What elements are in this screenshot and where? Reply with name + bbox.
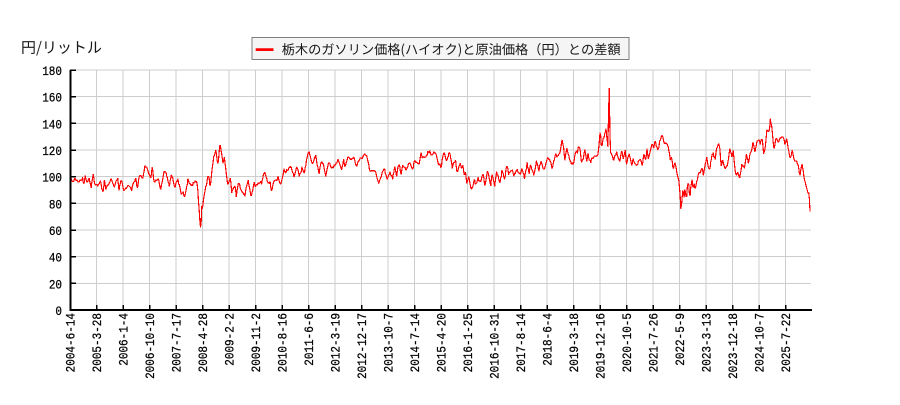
svg-text:2022-5-9: 2022-5-9 bbox=[673, 313, 688, 366]
svg-text:120: 120 bbox=[42, 144, 62, 159]
svg-text:2020-10-5: 2020-10-5 bbox=[620, 313, 635, 372]
svg-text:2012-12-17: 2012-12-17 bbox=[355, 313, 370, 379]
svg-text:40: 40 bbox=[49, 251, 62, 266]
svg-text:2019-3-18: 2019-3-18 bbox=[567, 313, 582, 372]
svg-text:2007-7-17: 2007-7-17 bbox=[170, 313, 185, 372]
svg-text:2014-7-14: 2014-7-14 bbox=[408, 313, 423, 372]
svg-text:180: 180 bbox=[42, 64, 62, 79]
svg-text:2023-12-18: 2023-12-18 bbox=[726, 313, 741, 379]
svg-text:20: 20 bbox=[49, 277, 62, 292]
svg-text:2008-4-28: 2008-4-28 bbox=[196, 313, 211, 372]
svg-text:2006-10-10: 2006-10-10 bbox=[143, 313, 158, 379]
svg-text:2025-7-22: 2025-7-22 bbox=[779, 313, 794, 372]
svg-text:2013-10-7: 2013-10-7 bbox=[382, 313, 397, 372]
svg-text:2016-1-25: 2016-1-25 bbox=[461, 313, 476, 372]
svg-text:2018-6-4: 2018-6-4 bbox=[541, 313, 556, 366]
svg-text:2019-12-16: 2019-12-16 bbox=[594, 313, 609, 379]
svg-text:2024-10-7: 2024-10-7 bbox=[753, 313, 768, 372]
svg-text:160: 160 bbox=[42, 91, 62, 106]
svg-text:2015-4-20: 2015-4-20 bbox=[435, 313, 450, 372]
svg-text:2016-10-31: 2016-10-31 bbox=[488, 313, 503, 379]
svg-text:2004-6-14: 2004-6-14 bbox=[64, 313, 79, 372]
svg-text:2005-3-28: 2005-3-28 bbox=[90, 313, 105, 372]
svg-text:60: 60 bbox=[49, 224, 62, 239]
svg-text:2012-3-19: 2012-3-19 bbox=[329, 313, 344, 372]
svg-text:2023-3-13: 2023-3-13 bbox=[700, 313, 715, 372]
svg-text:100: 100 bbox=[42, 171, 62, 186]
svg-text:2009-2-2: 2009-2-2 bbox=[223, 313, 238, 366]
svg-text:2021-7-26: 2021-7-26 bbox=[647, 313, 662, 372]
svg-text:140: 140 bbox=[42, 117, 62, 132]
svg-text:80: 80 bbox=[49, 197, 62, 212]
svg-text:2010-8-16: 2010-8-16 bbox=[276, 313, 291, 372]
svg-text:2006-1-4: 2006-1-4 bbox=[117, 313, 132, 366]
svg-text:0: 0 bbox=[55, 304, 62, 319]
svg-text:2009-11-2: 2009-11-2 bbox=[249, 313, 264, 372]
svg-text:2017-8-14: 2017-8-14 bbox=[514, 313, 529, 372]
svg-text:2011-6-6: 2011-6-6 bbox=[302, 313, 317, 366]
